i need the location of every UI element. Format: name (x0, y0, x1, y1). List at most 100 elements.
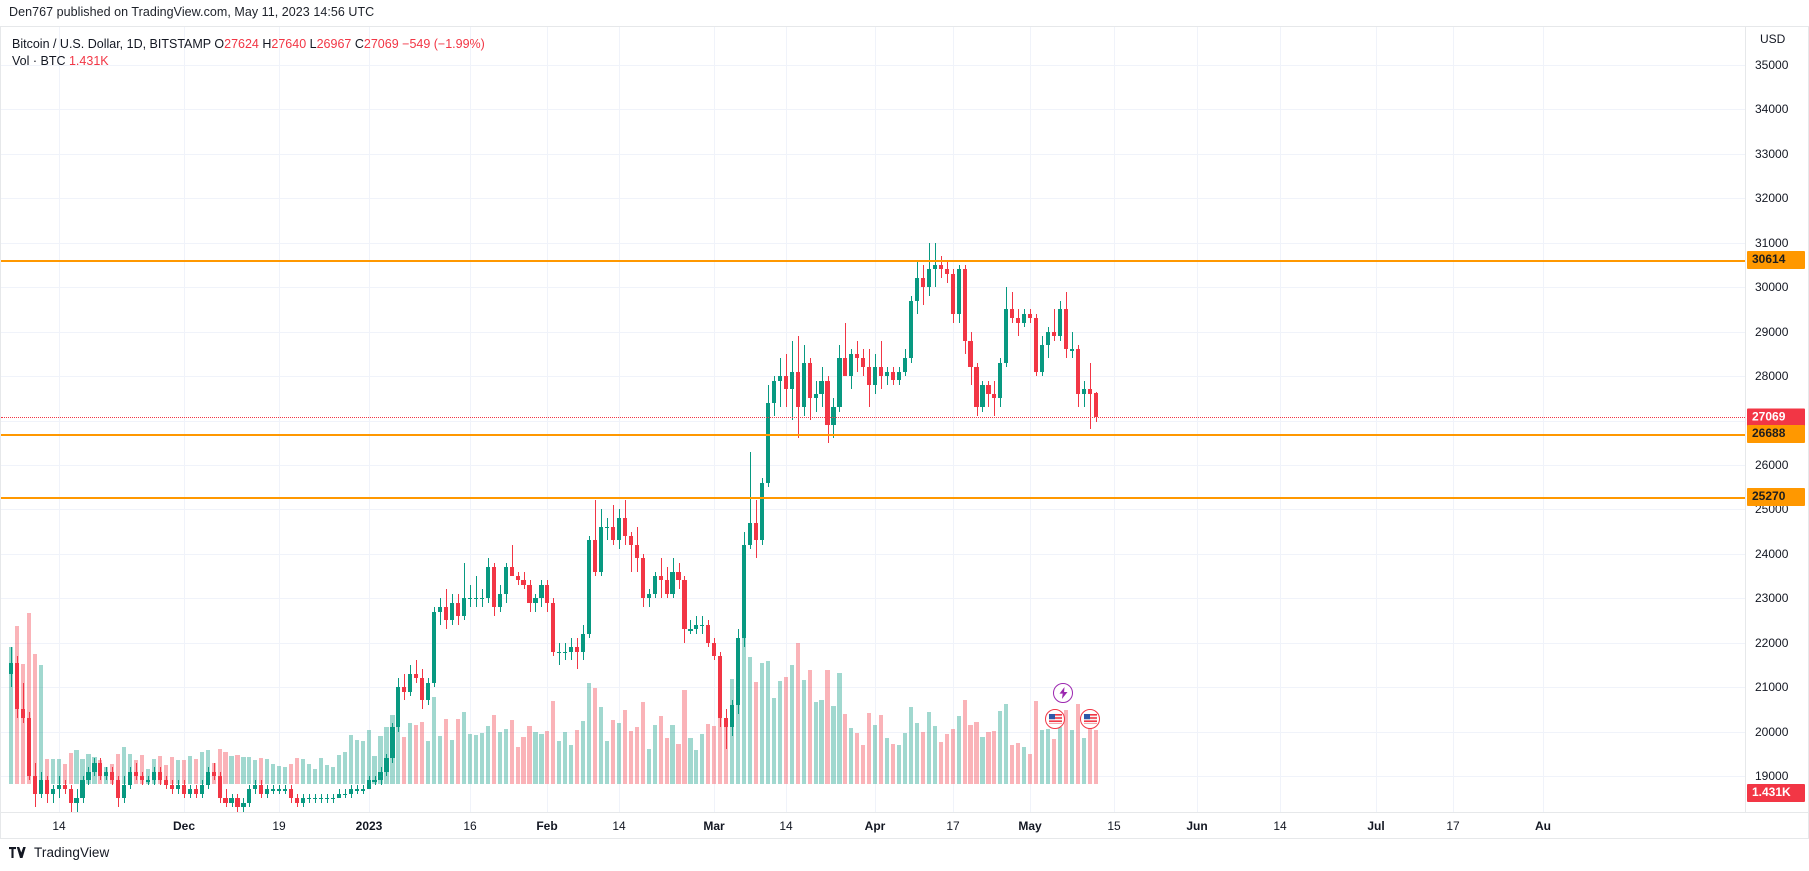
candle-wick (285, 784, 286, 794)
candle-body (676, 571, 681, 581)
volume-bar (50, 759, 55, 784)
time-axis-tick: Mar (703, 819, 725, 833)
candle-body (622, 518, 627, 537)
candle-body (479, 598, 484, 600)
candle-body (1063, 309, 1068, 350)
candle-body (402, 687, 407, 692)
gridline-vertical (619, 27, 620, 812)
time-axis-tick: 14 (612, 819, 626, 833)
volume-bar (1075, 703, 1080, 784)
resistance-30614-badge[interactable]: 30614 (1747, 250, 1805, 269)
price-axis-tick: 20000 (1755, 724, 1789, 739)
volume-bar (777, 681, 782, 784)
candle-body (420, 678, 425, 701)
chart-pane[interactable] (1, 27, 1745, 812)
volume-bar (38, 664, 43, 784)
candle-wick (649, 589, 650, 608)
volume-bar (74, 749, 79, 784)
economic-event-marker-1[interactable] (1045, 709, 1065, 729)
volume-bar (479, 732, 484, 784)
volume-bar (515, 747, 520, 784)
candle-body (217, 776, 222, 799)
volume-bar (920, 732, 925, 784)
time-axis-tick: 19 (272, 819, 286, 833)
time-axis-tick: 15 (1107, 819, 1121, 833)
volume-bar (974, 721, 979, 784)
candle-body (706, 624, 711, 643)
candle-body (336, 793, 341, 799)
volume-bar (533, 732, 538, 784)
candle-wick (327, 793, 328, 803)
candle-body (199, 784, 204, 794)
volume-bar (569, 744, 574, 784)
publish-info-text: Den767 published on TradingView.com, May… (9, 5, 375, 19)
volume-bar (235, 754, 240, 784)
candle-body (473, 598, 478, 600)
volume-1431K-badge[interactable]: 1.431K (1747, 784, 1805, 802)
candle-body (277, 789, 282, 791)
volume-bar (902, 732, 908, 784)
candle-body (223, 798, 228, 803)
candle-body (551, 602, 556, 652)
candle-body (414, 673, 419, 679)
candle-body (968, 340, 973, 368)
volume-bar (771, 698, 776, 784)
gridline-horizontal (1, 732, 1745, 733)
volume-bar (843, 713, 848, 784)
candle-body (56, 784, 61, 790)
volume-bar (706, 724, 711, 784)
candle-body (205, 771, 210, 785)
candle-wick (845, 322, 846, 372)
candle-body (688, 629, 693, 631)
volume-bar (1039, 730, 1045, 784)
candle-wick (273, 784, 274, 794)
volume-bar (980, 737, 985, 784)
gridline-vertical (470, 27, 471, 812)
volume-bar (312, 768, 318, 784)
volume-bar (336, 754, 341, 784)
volume-bar (962, 700, 967, 784)
price-axis-tick: 24000 (1755, 546, 1789, 561)
support-25270-badge[interactable]: 25270 (1747, 488, 1805, 507)
price-line-27069[interactable] (1, 417, 1745, 418)
publish-bar: Den767 published on TradingView.com, May… (0, 0, 1809, 26)
support-26688-badge[interactable]: 26688 (1747, 425, 1805, 444)
candle-body (455, 602, 461, 617)
candle-wick (1012, 291, 1013, 323)
candle-body (753, 522, 759, 541)
candle-body (151, 771, 157, 781)
volume-bar (1057, 727, 1063, 784)
gridline-horizontal (1, 421, 1745, 422)
candle-wick (994, 380, 995, 417)
price-line-25270[interactable] (1, 497, 1745, 499)
candle-body (694, 624, 699, 630)
candle-body (587, 540, 592, 634)
candle-body (348, 789, 353, 794)
earnings-marker[interactable] (1053, 683, 1073, 703)
time-axis[interactable]: 14 Dec 19 2023 16 Feb 14 Mar 14 Apr 17 May 15 Jun 14 Ju… (1, 812, 1808, 838)
candle-body (926, 269, 931, 288)
candle-body (253, 784, 258, 790)
price-line-26688[interactable] (1, 434, 1745, 436)
volume-bar (837, 673, 842, 784)
volume-bar (1069, 730, 1074, 784)
candle-wick (631, 531, 632, 572)
candle-body (283, 789, 288, 791)
price-line-30614[interactable] (1, 260, 1745, 262)
volume-bar (330, 766, 335, 784)
candle-body (807, 362, 812, 399)
volume-bar (1034, 700, 1039, 784)
economic-event-marker-2[interactable] (1080, 709, 1100, 729)
candle-body (527, 584, 532, 603)
candle-wick (279, 784, 280, 794)
candle-body (247, 789, 252, 803)
volume-bar (664, 737, 669, 784)
gridline-horizontal (1, 109, 1745, 110)
candle-wick (404, 673, 405, 701)
candle-body (831, 407, 836, 425)
volume-bar (825, 669, 830, 784)
volume-bar (449, 739, 455, 784)
candle-body (300, 798, 306, 803)
price-axis[interactable]: USD 35000 34000 33000 32000 31000 30000 29000 2… (1745, 27, 1808, 812)
volume-bar (116, 754, 121, 784)
